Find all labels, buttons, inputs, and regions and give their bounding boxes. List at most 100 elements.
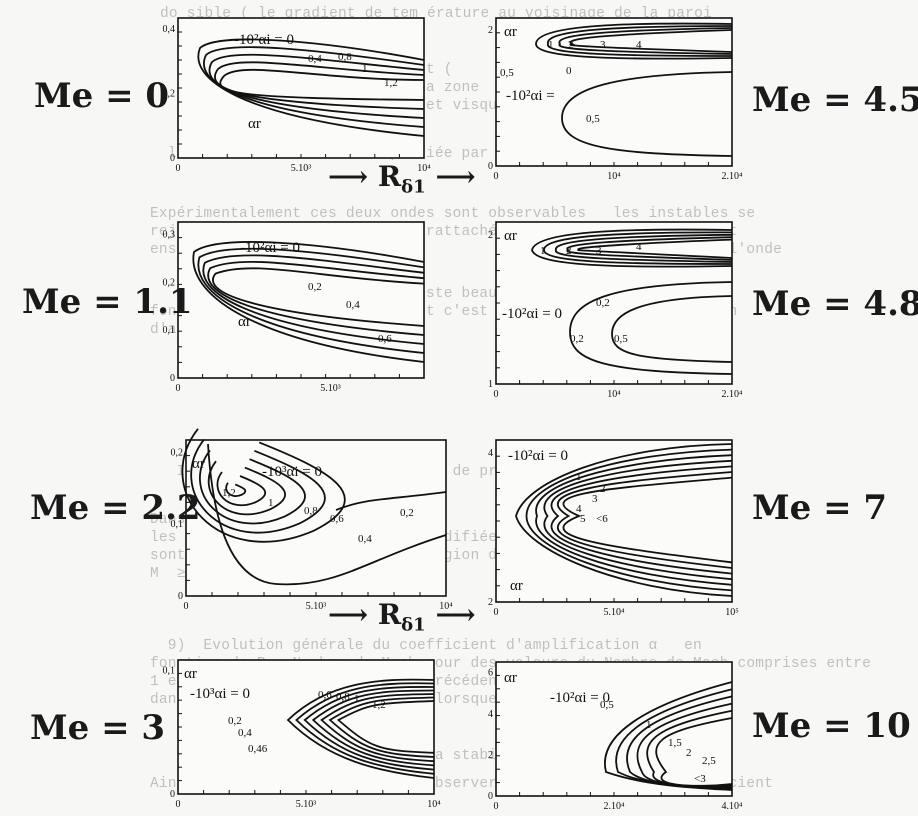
contour-level-label: 0,8 — [336, 691, 350, 703]
x-tick-label: 2.10⁴ — [722, 389, 744, 400]
contour-line — [219, 68, 425, 101]
mach-number-label: Me = 2.2 — [30, 488, 201, 528]
mach-number-label: Me = 7 — [752, 488, 888, 528]
contour-level-label: 0,2 — [570, 333, 584, 345]
y-tick-label: 4 — [488, 448, 493, 459]
background-text-line: 9) Evolution générale du coefficient d'a… — [150, 638, 702, 654]
y-tick-label: 0 — [170, 373, 175, 384]
y-tick-label: 0,3 — [163, 229, 176, 240]
mach-number-label: Me = 1.1 — [22, 282, 193, 322]
arrow-line-left: ⟶ — [328, 598, 378, 631]
contour-level-label: 0,46 — [248, 743, 268, 755]
x-tick-label: 2.10⁴ — [604, 801, 626, 812]
contour-line — [214, 61, 425, 110]
arrow-line-right: ⟶ — [425, 160, 476, 193]
y-tick-label: 0,2 — [163, 89, 176, 100]
contour-line — [311, 689, 435, 767]
contour-level-label: <6 — [596, 513, 608, 525]
contour-level-label: 0,2 — [228, 715, 242, 727]
arrow-symbol: R — [377, 160, 402, 193]
iso-amplification-label: -10²αi = 0 — [234, 32, 294, 48]
x-tick-label: 10⁴ — [427, 799, 441, 810]
y-tick-label: 2 — [488, 750, 493, 761]
contour-line — [207, 443, 447, 586]
contour-line — [212, 267, 425, 327]
contour-line — [202, 254, 425, 345]
contour-line — [181, 428, 346, 543]
contour-level-label: <3 — [694, 773, 706, 785]
iso-amplification-label: -10²αi = 0 — [240, 240, 300, 256]
contour-level-label: 4 — [636, 241, 642, 253]
contour-level-label: 1 — [268, 497, 274, 509]
plot-svg: αr -10³αi = 0 0,20,4 0,46 0,6 0,8 1 1,2 0 5.10³ 10… — [163, 659, 441, 810]
y-tick-label: 2 — [488, 597, 493, 608]
x-tick-label: 2.10⁴ — [722, 171, 744, 182]
contour-line — [515, 443, 733, 597]
contour-level-label: 1,2 — [222, 487, 236, 499]
mach-number-label: Me = 4.8 — [752, 284, 918, 324]
x-tick-label: 5.10³ — [320, 383, 341, 394]
contour-group — [604, 681, 733, 791]
plot-me0: αr -10²αi = 0 0,4 0,8 1 1,2 0 5.10³ 10⁴ 0 0,2 0,4 — [163, 17, 431, 174]
alpha-r-label: αr — [504, 228, 517, 244]
contour-group — [181, 428, 447, 586]
plot-svg: αr -10²αi = 0 0,4 0,8 1 1,2 0 5.10³ 10⁴ 0 0,2 0,4 — [163, 17, 431, 174]
contour-level-label: 0,4 — [346, 299, 360, 311]
contour-group — [535, 22, 733, 157]
plot-svg: αr -10²αi = 00,5 1 1,5 2 2,5 <3 0 2.10⁴ 4.10⁴ 0 2 4 6 — [488, 661, 743, 812]
arrow-symbol: R — [377, 598, 402, 631]
x-tick-label: 0 — [176, 799, 181, 810]
x-tick-label: 0 — [176, 163, 181, 174]
contour-line — [555, 233, 733, 263]
contour-line — [320, 693, 435, 763]
contour-level-label: 1,5 — [668, 737, 682, 749]
reynolds-arrow-label: ⟶ Rδ1 ⟶ — [328, 160, 476, 198]
contour-line — [543, 231, 733, 265]
contour-line — [547, 25, 733, 57]
alpha-r-label: αr — [248, 116, 261, 132]
arrow-subscript: δ1 — [401, 614, 426, 636]
plot-frame — [185, 439, 447, 597]
contour-level-label: 0,6 — [330, 513, 344, 525]
contour-level-label: 1 — [354, 693, 360, 705]
contour-level-label: 0,5 — [586, 113, 600, 125]
contour-level-label: 0,4 — [308, 53, 322, 65]
contour-group — [515, 443, 733, 597]
contour-level-label: 0,5 — [500, 67, 514, 79]
contour-level-label: 0,6 — [318, 689, 332, 701]
contour-level-label: 2 — [568, 39, 574, 51]
x-tick-label: 10⁵ — [725, 607, 739, 618]
iso-amplification-label: -10³αi = 0 — [190, 686, 250, 702]
contour-level-label: 3 — [592, 493, 598, 505]
contour-line — [543, 459, 733, 581]
background-text-line: Expérimentalement ces deux ondes sont ob… — [150, 206, 756, 222]
contour-line — [535, 22, 733, 60]
contour-line — [611, 295, 733, 363]
y-tick-label: 4 — [488, 709, 493, 720]
contour-group — [192, 241, 425, 363]
contour-level-label: 0,4 — [358, 533, 372, 545]
contour-line — [655, 717, 733, 787]
x-tick-label: 10⁴ — [417, 163, 431, 174]
arrow-line-right: ⟶ — [425, 598, 476, 631]
y-tick-label: 1 — [488, 379, 493, 390]
mach-number-label: Me = 4.5 — [752, 80, 918, 120]
plot-svg: αr -10²αi = 1 2 3 4 0,5 0 0,5 0 10⁴ 2.10⁴ 0 2 — [488, 17, 743, 182]
contour-level-label: 2 — [566, 245, 572, 257]
iso-amplification-label: -10²αi = 0 — [508, 448, 568, 464]
plot-me22: αr -10³αi = 0 1,2 1 0,8 0,6 0,4 0,2 0 5.10³ 10⁴ 0 0,… — [171, 428, 453, 612]
contour-line — [199, 449, 306, 525]
contour-line — [531, 228, 733, 268]
contour-level-label: 0,8 — [338, 51, 352, 63]
y-tick-label: 0 — [170, 789, 175, 800]
contour-level-label: 4 — [576, 503, 582, 515]
y-tick-label: 0,4 — [163, 24, 176, 35]
y-tick-label: 2 — [488, 25, 493, 36]
contour-line — [558, 27, 733, 55]
x-tick-label: 0 — [494, 389, 499, 400]
iso-amplification-label: -10²αi = — [506, 88, 555, 104]
contour-line — [562, 476, 733, 564]
contour-line — [535, 454, 733, 586]
y-tick-label: 2 — [488, 230, 493, 241]
